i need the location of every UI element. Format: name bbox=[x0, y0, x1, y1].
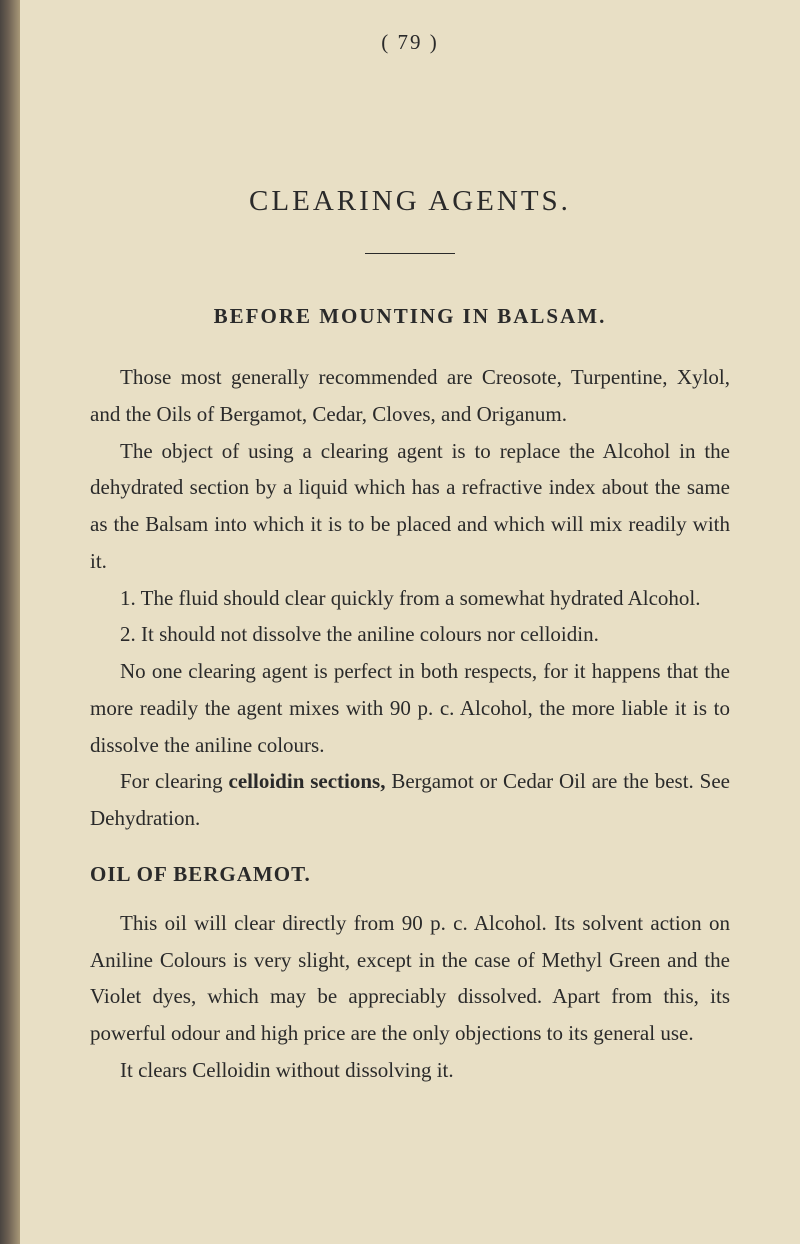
paragraph-object: The object of using a clearing agent is … bbox=[90, 433, 730, 580]
text-prefix: For clearing bbox=[120, 769, 229, 793]
divider-line bbox=[365, 253, 455, 254]
paragraph-point-1: 1. The fluid should clear quickly from a… bbox=[90, 580, 730, 617]
paragraph-intro: Those most generally recommended are Cre… bbox=[90, 359, 730, 433]
text-bold-celloidin: celloidin sections, bbox=[229, 769, 386, 793]
paragraph-clearing: For clearing celloidin sections, Bergamo… bbox=[90, 763, 730, 837]
paragraph-celloidin: It clears Celloidin without dissolving i… bbox=[90, 1052, 730, 1089]
page-binding-edge bbox=[0, 0, 20, 1244]
page-number: ( 79 ) bbox=[90, 30, 730, 55]
paragraph-point-2: 2. It should not dissolve the aniline co… bbox=[90, 616, 730, 653]
main-title: CLEARING AGENTS. bbox=[90, 185, 730, 218]
section-title: BEFORE MOUNTING IN BALSAM. bbox=[90, 304, 730, 329]
paragraph-no-agent: No one clearing agent is perfect in both… bbox=[90, 653, 730, 763]
paragraph-bergamot: This oil will clear directly from 90 p. … bbox=[90, 905, 730, 1052]
subsection-title-bergamot: OIL OF BERGAMOT. bbox=[90, 862, 730, 887]
